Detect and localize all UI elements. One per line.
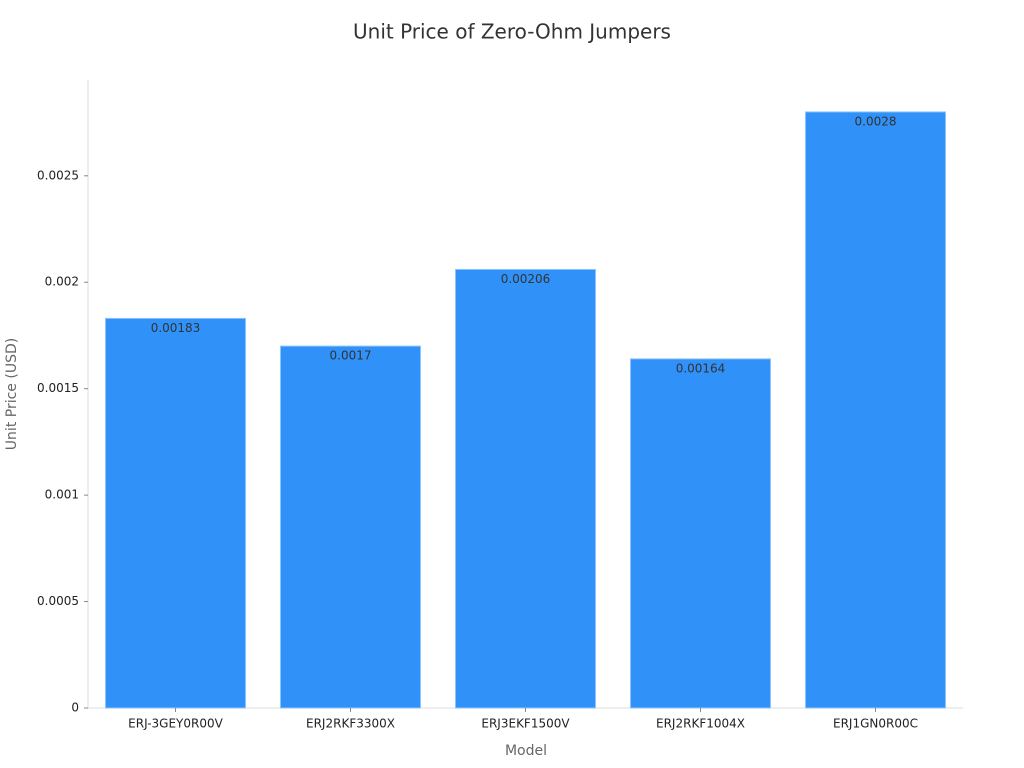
- bar: [455, 268, 596, 709]
- x-axis-title: Model: [505, 743, 547, 759]
- chart-title: Unit Price of Zero-Ohm Jumpers: [353, 20, 671, 44]
- bar: [805, 111, 946, 709]
- x-tick-label: ERJ2RKF1004X: [656, 717, 745, 731]
- y-tick-label: 0.0015: [37, 381, 79, 395]
- x-tick-label: ERJ2RKF3300X: [306, 717, 395, 731]
- y-tick-label: 0.001: [45, 488, 79, 502]
- bar: [105, 317, 246, 709]
- x-tick-label: ERJ1GN0R00C: [833, 717, 918, 731]
- bar: [280, 345, 421, 709]
- data-label: 0.00206: [501, 272, 551, 286]
- data-label: 0.00183: [151, 321, 201, 335]
- y-axis-title: Unit Price (USD): [4, 338, 20, 450]
- y-tick-label: 0.0025: [37, 168, 79, 182]
- bar: [630, 358, 771, 709]
- data-label: 0.0028: [855, 114, 897, 128]
- y-tick-label: 0.0005: [37, 594, 79, 608]
- x-tick-label: ERJ3EKF1500V: [481, 717, 570, 731]
- x-tick-label: ERJ-3GEY0R00V: [128, 717, 223, 731]
- data-label: 0.00164: [676, 361, 726, 375]
- y-tick-label: 0.002: [45, 275, 79, 289]
- data-label: 0.0017: [330, 349, 372, 363]
- y-tick-label: 0: [71, 701, 79, 715]
